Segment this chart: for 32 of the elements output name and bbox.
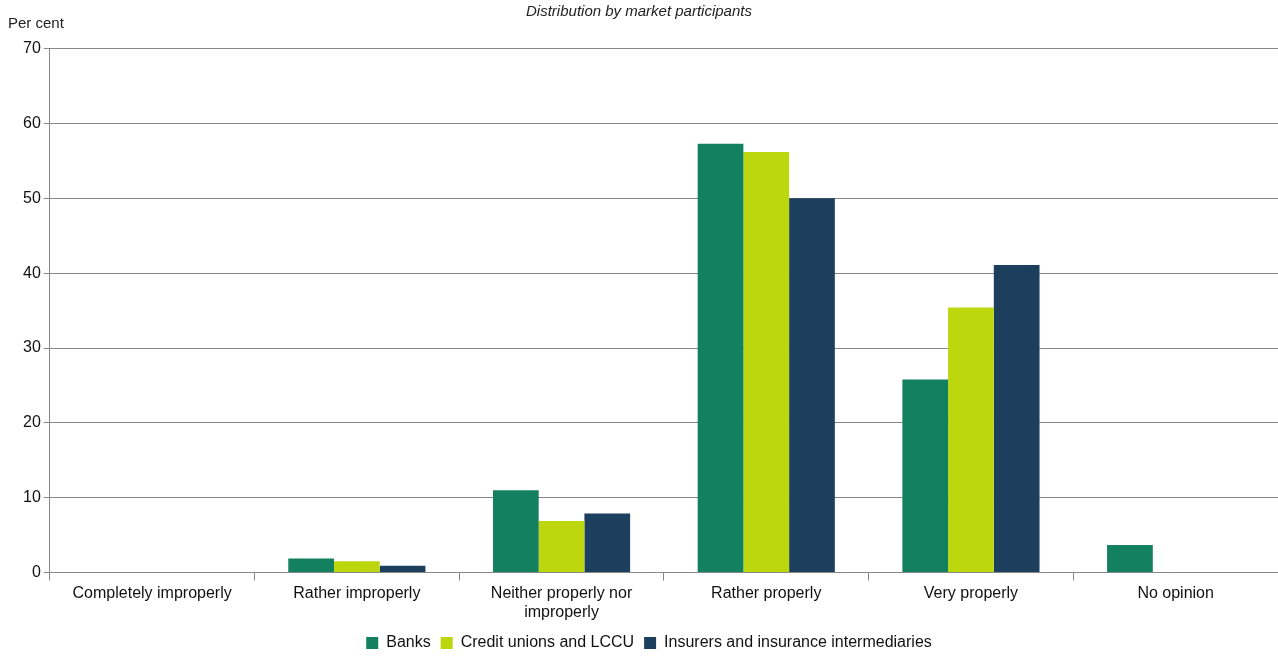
y-tick-label: 20 — [23, 413, 41, 431]
y-axis-title: Per cent — [8, 14, 64, 31]
x-tick-label: Rather improperly — [293, 583, 421, 601]
y-tick-label: 30 — [23, 338, 41, 356]
bar — [948, 307, 994, 573]
bar — [492, 490, 539, 573]
chart-title: Distribution by market participants — [526, 2, 752, 19]
x-tick-label: No opinion — [1137, 583, 1214, 601]
legend-label: Credit unions and LCCU — [460, 633, 635, 651]
bar — [1107, 544, 1153, 573]
legend-label: Insurers and insurance intermediaries — [664, 633, 932, 651]
bar — [789, 198, 835, 573]
y-tick-label: 40 — [23, 263, 41, 281]
bar — [902, 379, 949, 573]
y-tick-label: 50 — [23, 188, 41, 206]
y-tick-label: 10 — [23, 488, 41, 506]
legend-label: Banks — [386, 633, 431, 651]
y-tick-label: 70 — [23, 39, 41, 57]
bar — [538, 520, 585, 573]
x-tick-label: Rather properly — [711, 583, 822, 601]
bar — [288, 558, 334, 573]
bar — [697, 143, 744, 573]
y-tick-label: 0 — [31, 563, 41, 581]
bar — [379, 565, 426, 573]
x-tick-label: Neither properly nor improperly — [490, 583, 633, 620]
x-tick-label: Very properly — [923, 583, 1019, 601]
x-tick-label: Completely improperly — [72, 583, 232, 601]
bar — [584, 513, 631, 573]
y-tick-label: 60 — [23, 113, 41, 131]
bar — [993, 264, 1040, 573]
bar — [333, 561, 380, 573]
bar — [743, 151, 790, 573]
